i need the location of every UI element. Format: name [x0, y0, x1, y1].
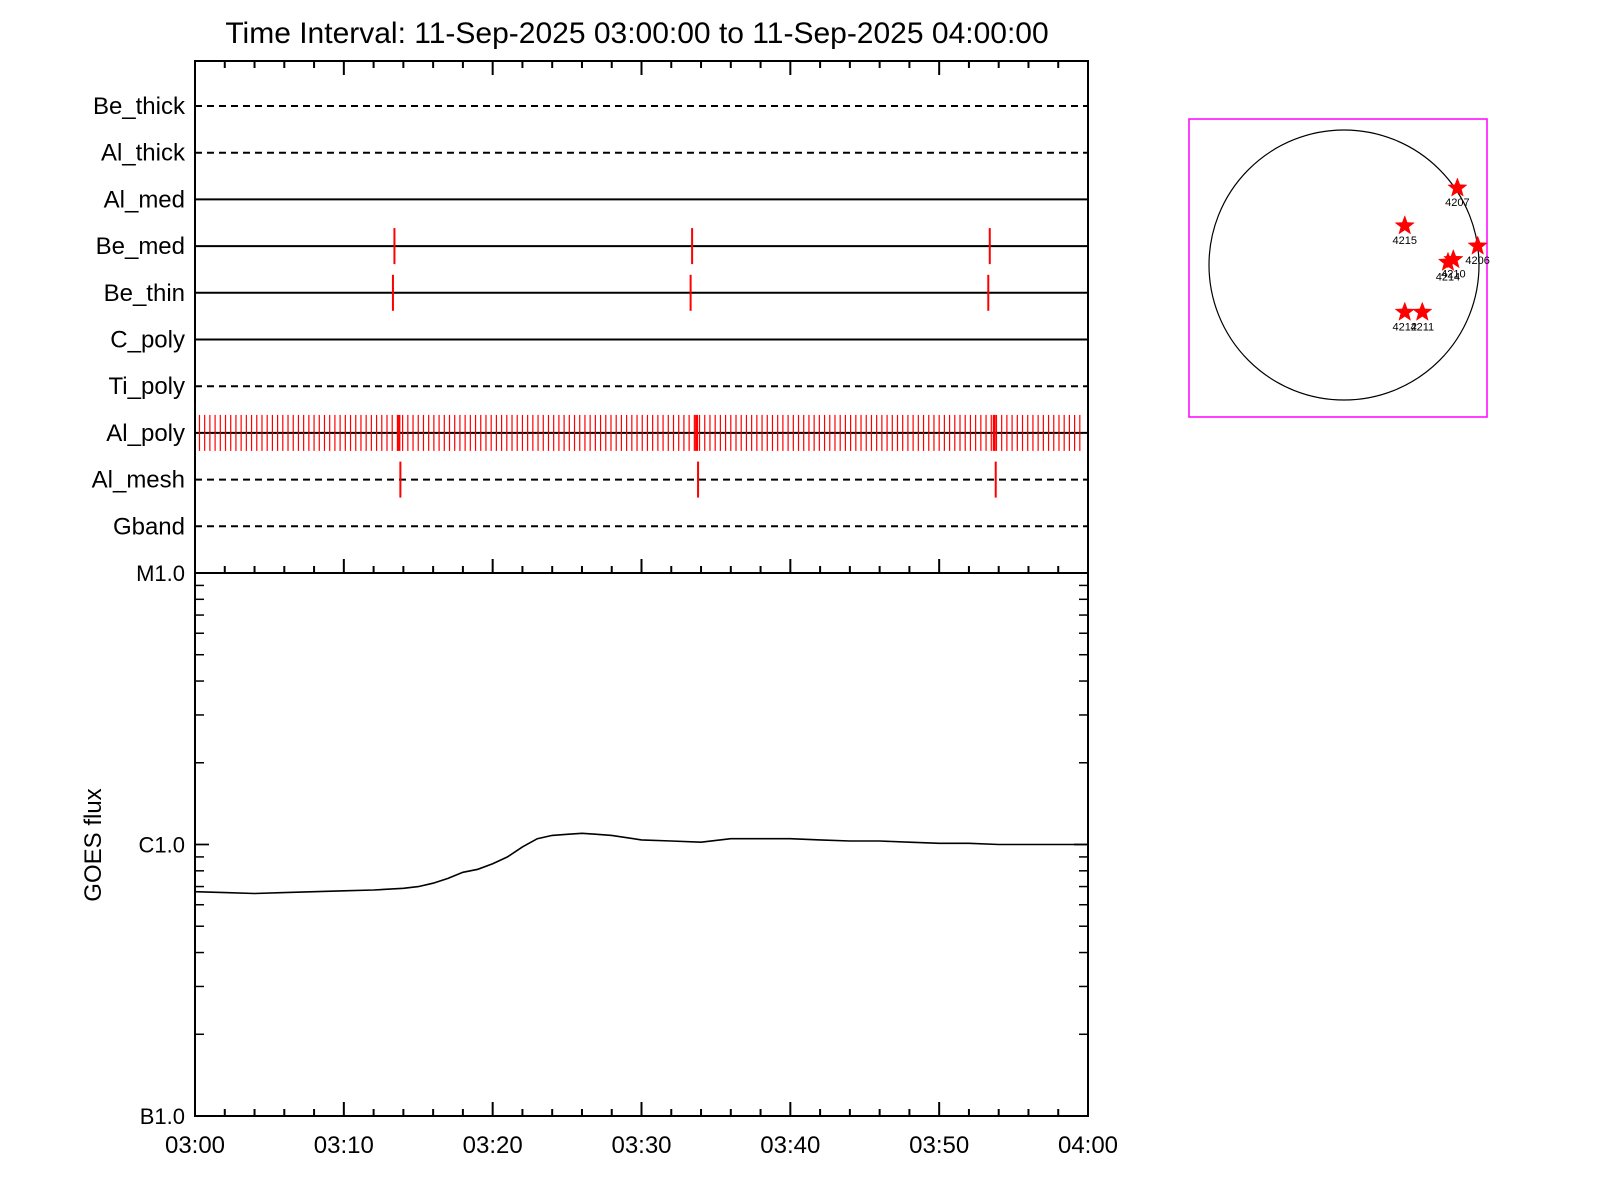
- channel-label-al-mesh: Al_mesh: [92, 467, 185, 494]
- active-region-star: [1467, 235, 1488, 255]
- active-region-label: 4211: [1410, 321, 1434, 333]
- goes-y-tick-label: C1.0: [139, 833, 185, 858]
- goes-x-tick-label: 03:00: [165, 1132, 225, 1159]
- active-region-star: [1447, 177, 1468, 197]
- goes-x-tick-label: 03:50: [909, 1132, 969, 1159]
- goes-y-axis-label: GOES flux: [80, 788, 107, 901]
- goes-x-tick-label: 03:10: [314, 1132, 374, 1159]
- active-region-label: 4210: [1441, 269, 1465, 281]
- channel-label-c-poly: C_poly: [110, 327, 185, 354]
- event-timeline-panel: Be_thick Al_thick Al_med Be_med Be_thin C_pol…: [92, 60, 1089, 574]
- goes-flux-line: [194, 832, 1088, 895]
- goes-x-tick-label: 04:00: [1058, 1132, 1118, 1159]
- active-region-star: [1394, 215, 1415, 235]
- goes-x-tick-label: 03:40: [760, 1132, 820, 1159]
- channel-label-ti-poly: Ti_poly: [109, 373, 185, 400]
- active-region-label: 4207: [1445, 197, 1469, 209]
- active-region-label: 4212: [1393, 321, 1417, 333]
- active-region-star: [1443, 248, 1464, 269]
- active-region-label: 4206: [1465, 255, 1489, 267]
- active-region-star: [1437, 251, 1459, 271]
- channel-label-be-med: Be_med: [96, 233, 185, 260]
- goes-x-tick-label: 03:20: [463, 1132, 523, 1159]
- channel-label-al-thick: Al_thick: [101, 140, 186, 167]
- active-region-star: [1412, 301, 1433, 321]
- goes-y-tick-label: M1.0: [136, 561, 185, 586]
- solar-limb-circle: [1208, 129, 1480, 401]
- channel-label-be-thick: Be_thick: [93, 93, 186, 120]
- timeline-frame: [194, 60, 1089, 574]
- channel-label-al-poly: Al_poly: [106, 420, 185, 447]
- active-region-label: 4214: [1436, 271, 1460, 283]
- goes-x-tick-label: 03:30: [611, 1132, 671, 1159]
- channel-label-be-thin: Be_thin: [104, 280, 185, 307]
- goes-y-tick-label: B1.0: [140, 1104, 185, 1129]
- channel-label-gband: Gband: [113, 513, 185, 540]
- active-region-label: 4215: [1393, 235, 1417, 247]
- goes-flux-panel: 03:00 03:10 03:20 03:30 03:40 03:50 04:00 B1.0 C…: [80, 561, 1118, 1159]
- goes-frame: [194, 572, 1089, 1117]
- chart-title: Time Interval: 11-Sep-2025 03:00:00 to 1…: [225, 17, 1048, 50]
- solar-disk-frame: [1188, 118, 1488, 418]
- channel-label-al-med: Al_med: [104, 186, 185, 213]
- active-region-star: [1394, 301, 1415, 321]
